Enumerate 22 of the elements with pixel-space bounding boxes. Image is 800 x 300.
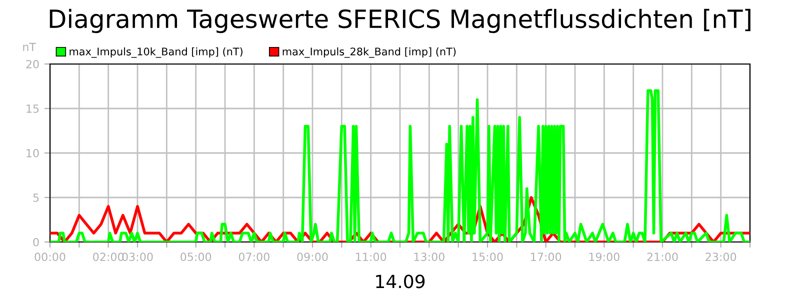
- x-tick-label: 00:00: [34, 252, 66, 262]
- y-tick-label: 0: [33, 238, 39, 246]
- y-tick-label: 10: [26, 148, 39, 158]
- x-tick-label: 02:00: [93, 252, 124, 262]
- x-tick-label: 17:00: [531, 252, 562, 262]
- x-tick-label: 23:00: [706, 252, 736, 262]
- x-tick-label: 11:00: [356, 252, 386, 262]
- y-tick-label: 15: [26, 104, 39, 113]
- y-axis-title: nT: [23, 42, 36, 52]
- x-tick-label: 07:00: [238, 252, 270, 262]
- x-tick-label: 19:00: [589, 252, 620, 262]
- y-tick-label: 5: [33, 194, 39, 202]
- legend-label: max_Impuls_28k_Band [imp] (nT): [282, 47, 456, 58]
- x-axis-title: 14.09: [376, 274, 425, 288]
- y-tick-label: 20: [26, 60, 39, 68]
- x-tick-label: 15:00: [472, 252, 503, 262]
- x-tick-label: 09:00: [297, 252, 328, 262]
- x-tick-label: 13:00: [414, 252, 444, 262]
- chart-title: Diagramm Tageswerte SFERICS Magnetflussdichten [nT]: [50, 8, 750, 34]
- x-tick-label: 05:00: [180, 252, 212, 262]
- legend-label: max_Impuls_10k_Band [imp] (nT): [70, 47, 242, 58]
- x-tick-label: 21:00: [647, 252, 678, 262]
